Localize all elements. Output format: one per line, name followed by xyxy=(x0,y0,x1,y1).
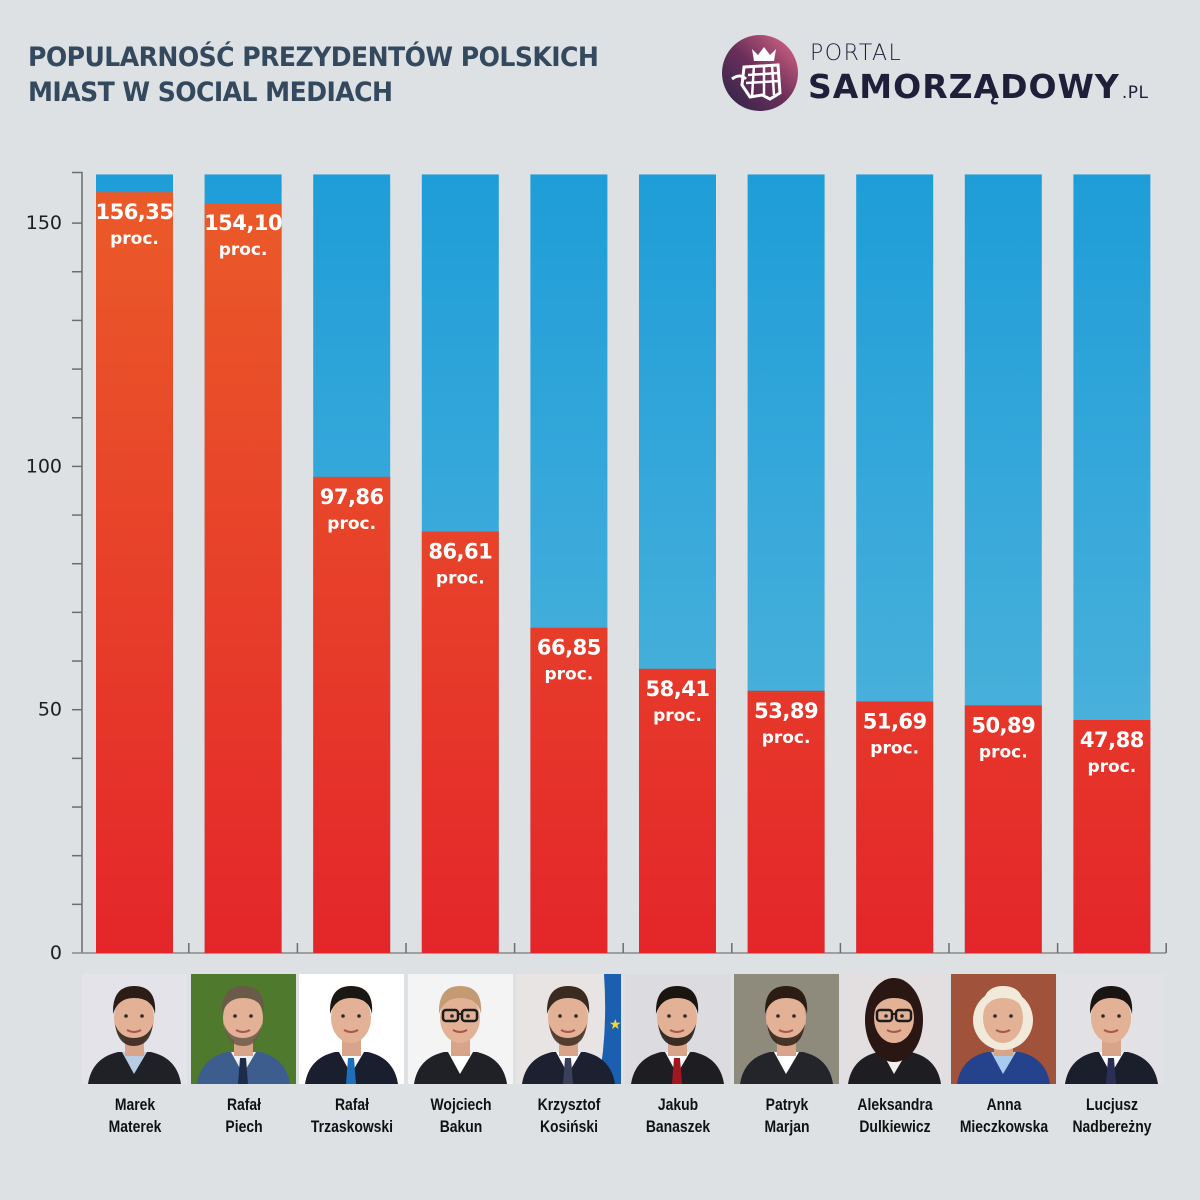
person-first-name: Wojciech xyxy=(430,1095,492,1114)
bar-data-label: 51,69 xyxy=(863,709,927,733)
person-last-name: Nadbereżny xyxy=(1072,1117,1152,1136)
bar-unit-label: proc. xyxy=(762,728,811,748)
bar-unit-label: proc. xyxy=(545,665,594,685)
portrait-photo xyxy=(733,974,839,1084)
bar-value xyxy=(96,192,173,953)
chart-title-line-1: POPULARNOŚĆ PREZYDENTÓW POLSKICH xyxy=(28,42,599,73)
person-name: Marek Materek xyxy=(91,1094,180,1138)
bar-value xyxy=(747,690,825,953)
logo-name-text: SAMORZĄDOWY .PL xyxy=(808,67,1148,106)
portrait-photo xyxy=(1059,974,1165,1084)
portrait-photo xyxy=(299,974,405,1084)
person-first-name: Jakub xyxy=(657,1095,699,1114)
person-name: Patryk Marjan xyxy=(742,1094,831,1138)
bar-data-label: 154,10 xyxy=(204,211,282,235)
portrait-photo xyxy=(950,974,1056,1084)
person-last-name: Banaszek xyxy=(645,1117,711,1136)
person-last-name: Piech xyxy=(224,1117,263,1136)
person-first-name: Patryk xyxy=(765,1095,808,1114)
bar-group: 66,85 proc. xyxy=(530,174,608,953)
person-first-name: Aleksandra xyxy=(857,1095,933,1114)
chart-title-line-2: MIAST W SOCIAL MEDIACH xyxy=(28,77,393,108)
person-last-name: Marjan xyxy=(764,1117,810,1136)
bars: 156,35 proc. 154,10 proc. 97,86 proc. 86,61 pro… xyxy=(95,174,1151,953)
bar-data-label: 156,35 xyxy=(95,200,173,224)
logo-portal-text: PORTAL xyxy=(810,41,903,66)
person-last-name: Kosiński xyxy=(540,1117,599,1136)
person-last-name: Trzaskowski xyxy=(311,1117,394,1136)
bar-data-label: 53,89 xyxy=(754,699,818,723)
bar-group: 154,10 proc. xyxy=(204,174,283,953)
portrait-photo: ★ xyxy=(516,974,622,1084)
logo-emblem-icon xyxy=(722,35,798,111)
person-name: Lucjusz Nadbereżny xyxy=(1068,1094,1157,1138)
y-tick-label: 150 xyxy=(26,212,62,234)
portrait-photo xyxy=(190,974,296,1084)
bar-unit-label: proc. xyxy=(327,514,376,534)
portrait-photo xyxy=(842,974,948,1084)
person-last-name: Materek xyxy=(108,1117,162,1136)
y-tick-label: 0 xyxy=(50,942,62,964)
chart-title: POPULARNOŚĆ PREZYDENTÓW POLSKICH MIAST W… xyxy=(28,40,642,110)
bar-group: 51,69 proc. xyxy=(856,174,934,953)
bar-group: 58,41 proc. xyxy=(639,174,716,953)
bar-group: 97,86 proc. xyxy=(313,174,391,953)
bar-unit-label: proc. xyxy=(653,706,702,726)
bar-chart: 0 50 100 150 156,35 proc. 154,10 proc. 97,86 pro… xyxy=(26,171,1167,964)
y-axis-line xyxy=(72,171,83,953)
bar-data-label: 50,89 xyxy=(971,713,1035,737)
person-first-name: Marek xyxy=(114,1095,156,1114)
portrait-photo xyxy=(407,974,513,1084)
bar-data-label: 86,61 xyxy=(428,540,492,564)
portrait-photo xyxy=(625,974,730,1084)
bar-group: 86,61 proc. xyxy=(421,174,499,953)
portrait-row: ★ xyxy=(0,974,1200,1084)
person-name: Aleksandra Dulkiewicz xyxy=(851,1094,940,1138)
logo-tld: .PL xyxy=(1121,83,1149,103)
y-tick-label: 100 xyxy=(26,455,62,477)
y-tick-label: 50 xyxy=(38,699,62,721)
bar-value xyxy=(639,668,716,953)
bar-data-label: 58,41 xyxy=(646,677,710,701)
bar-unit-label: proc. xyxy=(870,738,919,758)
bar-unit-label: proc. xyxy=(110,229,159,249)
person-name: Krzysztof Kosiński xyxy=(525,1094,614,1138)
bar-unit-label: proc. xyxy=(436,569,485,589)
portrait-photo xyxy=(82,974,187,1084)
bar-value xyxy=(964,705,1042,953)
bar-value xyxy=(530,627,608,953)
bar-unit-label: proc. xyxy=(1088,757,1137,777)
bar-group: 53,89 proc. xyxy=(747,174,825,953)
person-name: Anna Mieczkowska xyxy=(960,1094,1049,1138)
bar-unit-label: proc. xyxy=(219,240,268,260)
bar-group: 50,89 proc. xyxy=(964,174,1042,953)
person-first-name: Anna xyxy=(986,1095,1022,1114)
person-first-name: Krzysztof xyxy=(538,1095,601,1114)
person-last-name: Mieczkowska xyxy=(959,1117,1048,1136)
logo-name: SAMORZĄDOWY xyxy=(808,67,1120,106)
svg-text:★: ★ xyxy=(609,1016,621,1032)
bar-data-label: 47,88 xyxy=(1080,728,1144,752)
person-last-name: Dulkiewicz xyxy=(859,1117,931,1136)
bar-data-label: 66,85 xyxy=(537,636,601,660)
bar-unit-label: proc. xyxy=(979,742,1028,762)
bar-value xyxy=(1073,720,1151,953)
bar-group: 47,88 proc. xyxy=(1073,174,1151,953)
bar-value xyxy=(421,531,499,953)
person-first-name: Rafał xyxy=(226,1095,261,1114)
portal-samorzadowy-logo: PORTAL SAMORZĄDOWY .PL xyxy=(720,33,1160,113)
person-name: Rafał Piech xyxy=(199,1094,288,1138)
bar-value xyxy=(313,476,391,953)
bar-group: 156,35 proc. xyxy=(95,174,174,953)
bar-value xyxy=(204,203,282,953)
bar-value xyxy=(856,701,934,953)
bar-data-label: 97,86 xyxy=(320,485,384,509)
person-first-name: Lucjusz xyxy=(1086,1095,1139,1114)
person-name: Wojciech Bakun xyxy=(417,1094,506,1138)
person-name: Jakub Banaszek xyxy=(634,1094,723,1138)
person-last-name: Bakun xyxy=(439,1117,483,1136)
person-name: Rafał Trzaskowski xyxy=(308,1094,397,1138)
person-first-name: Rafał xyxy=(335,1095,370,1114)
